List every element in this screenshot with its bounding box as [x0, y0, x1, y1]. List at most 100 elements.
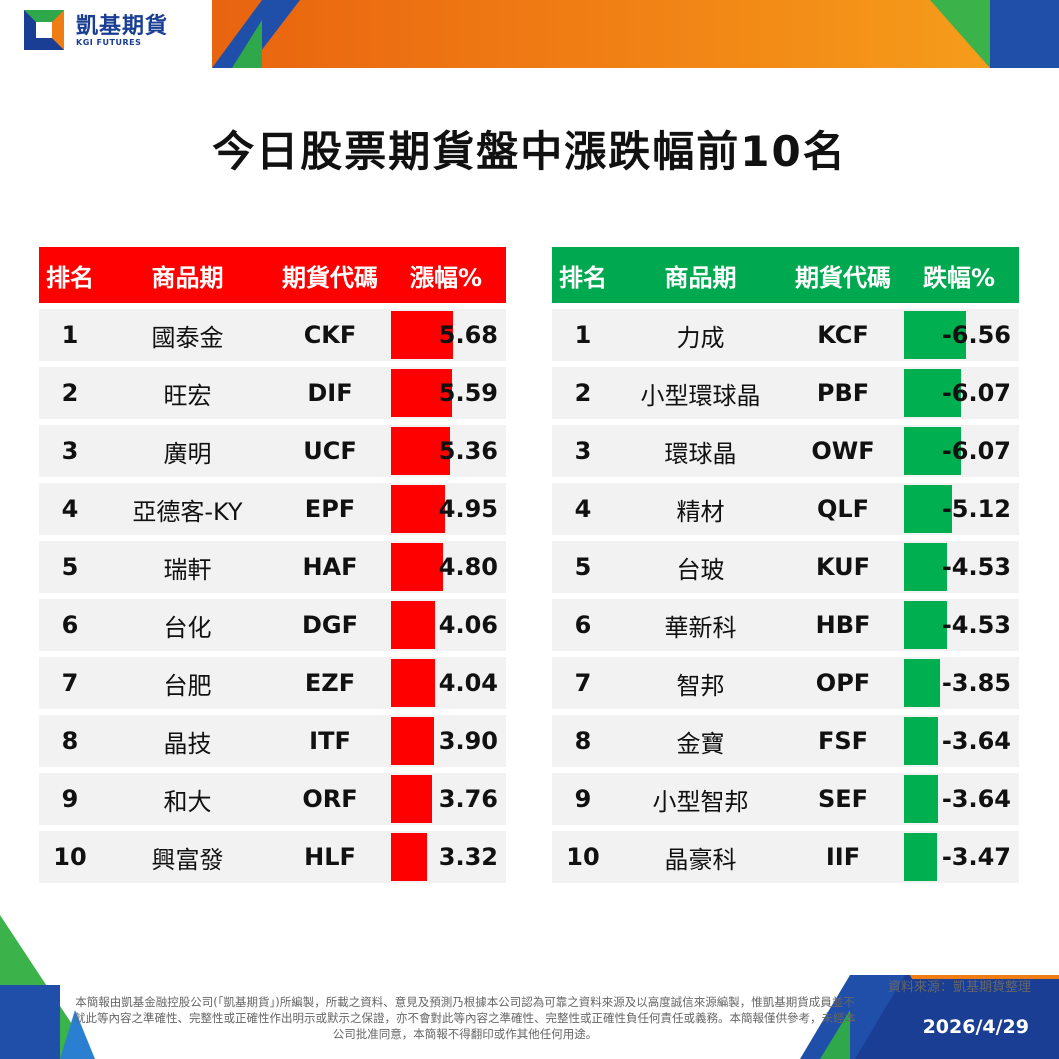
kgi-logo-icon: [24, 10, 64, 50]
header-rank: 排名: [46, 263, 94, 292]
product-name-cell: 廣明: [163, 439, 212, 468]
change-value: 4.95: [438, 495, 498, 523]
change-cell: -6.56: [899, 309, 1019, 361]
header-change: 跌幅%: [922, 263, 996, 292]
product-name-cell: 旺宏: [163, 381, 212, 410]
futures-code-cell: ORF: [302, 785, 358, 813]
change-value: 4.06: [438, 611, 498, 639]
change-cell: 3.32: [386, 831, 506, 883]
product-name-cell: 國泰金: [151, 323, 224, 352]
table-row: 1 國泰金 CKF 5.68: [39, 309, 506, 361]
header-logo-area: 凱基期貨 KGI FUTURES: [0, 0, 212, 68]
rank-cell: 9: [61, 785, 79, 813]
table-row: 4 精材 QLF -5.12: [552, 483, 1019, 535]
change-value: -6.56: [941, 321, 1011, 349]
change-cell: -3.64: [899, 773, 1019, 825]
table-row: 5 瑞軒 HAF 4.80: [39, 541, 506, 593]
futures-code-cell: QLF: [816, 495, 870, 523]
futures-code-cell: ITF: [309, 727, 351, 755]
product-name-cell: 晶技: [163, 729, 212, 758]
change-cell: 5.59: [386, 367, 506, 419]
table-row: 3 廣明 UCF 5.36: [39, 425, 506, 477]
change-bar: [904, 833, 937, 881]
futures-code-cell: UCF: [303, 437, 357, 465]
product-name-cell: 智邦: [676, 671, 725, 700]
change-value: -4.53: [941, 553, 1011, 581]
change-cell: 3.76: [386, 773, 506, 825]
report-date: 2026/4/29: [922, 1016, 1029, 1038]
product-name-cell: 瑞軒: [163, 555, 212, 584]
disclaimer-text: 本簡報由凱基金融控股公司(「凱基期貨」)所編製，所載之資料、意見及預測乃根據本公…: [74, 995, 856, 1041]
change-bar: [391, 717, 434, 765]
change-bar: [391, 311, 453, 359]
table-row: 7 台肥 EZF 4.04: [39, 657, 506, 709]
rank-cell: 6: [61, 611, 79, 639]
change-value: 5.68: [438, 321, 498, 349]
change-bar: [391, 659, 435, 707]
change-bar: [391, 427, 450, 475]
change-bar: [904, 659, 940, 707]
futures-code-cell: CKF: [303, 321, 357, 349]
losers-table: 排名 商品期 期貨代碼 跌幅% 1 力成 KCF -6.56 2 小型環球晶 PBF -6.0…: [552, 247, 1019, 883]
table-row: 4 亞德客-KY EPF 4.95: [39, 483, 506, 535]
change-cell: -4.53: [899, 599, 1019, 651]
futures-code-cell: HLF: [304, 843, 356, 871]
table-row: 10 晶豪科 IIF -3.47: [552, 831, 1019, 883]
rank-cell: 10: [53, 843, 87, 871]
change-bar: [391, 833, 427, 881]
change-cell: 4.06: [386, 599, 506, 651]
rank-cell: 5: [61, 553, 79, 581]
table-row: 8 金寶 FSF -3.64: [552, 715, 1019, 767]
rank-cell: 4: [61, 495, 79, 523]
brand-subtitle: KGI FUTURES: [76, 38, 142, 47]
product-name-cell: 環球晶: [664, 439, 737, 468]
futures-code-cell: HBF: [815, 611, 871, 639]
rank-cell: 3: [61, 437, 79, 465]
futures-code-cell: HAF: [302, 553, 358, 581]
brand-name: 凱基期貨: [76, 14, 169, 39]
change-value: -3.64: [941, 785, 1011, 813]
rank-cell: 2: [574, 379, 592, 407]
change-cell: 5.36: [386, 425, 506, 477]
change-cell: -3.47: [899, 831, 1019, 883]
change-bar: [904, 369, 961, 417]
rank-cell: 4: [574, 495, 592, 523]
product-name-cell: 台玻: [676, 555, 725, 584]
rank-cell: 1: [61, 321, 79, 349]
change-value: -3.47: [941, 843, 1011, 871]
table-row: 9 小型智邦 SEF -3.64: [552, 773, 1019, 825]
header-banner: 凱基期貨 KGI FUTURES: [0, 0, 1059, 68]
header-change: 漲幅%: [409, 263, 483, 292]
table-row: 3 環球晶 OWF -6.07: [552, 425, 1019, 477]
change-bar: [904, 311, 966, 359]
change-cell: -6.07: [899, 367, 1019, 419]
change-cell: 4.80: [386, 541, 506, 593]
change-bar: [391, 369, 452, 417]
change-bar: [391, 485, 445, 533]
product-name-cell: 華新科: [664, 613, 737, 642]
table-row: 5 台玻 KUF -4.53: [552, 541, 1019, 593]
rank-cell: 7: [61, 669, 79, 697]
product-name-cell: 台化: [163, 613, 212, 642]
change-value: 3.32: [438, 843, 498, 871]
table-row: 2 旺宏 DIF 5.59: [39, 367, 506, 419]
footer-decoration: [0, 915, 1059, 1059]
header-rank: 排名: [559, 263, 607, 292]
change-value: 3.90: [438, 727, 498, 755]
header-decoration: [212, 0, 1059, 68]
rank-cell: 3: [574, 437, 592, 465]
change-cell: -3.64: [899, 715, 1019, 767]
product-name-cell: 興富發: [151, 845, 224, 874]
change-value: 4.80: [438, 553, 498, 581]
rank-cell: 7: [574, 669, 592, 697]
change-cell: -3.85: [899, 657, 1019, 709]
futures-code-cell: PBF: [816, 379, 870, 407]
product-name-cell: 小型智邦: [652, 787, 749, 816]
futures-code-cell: OPF: [815, 669, 871, 697]
change-bar: [904, 485, 952, 533]
header-product: 商品期: [151, 263, 224, 292]
rank-cell: 1: [574, 321, 592, 349]
change-value: 4.04: [438, 669, 498, 697]
change-bar: [904, 601, 947, 649]
change-cell: 4.95: [386, 483, 506, 535]
